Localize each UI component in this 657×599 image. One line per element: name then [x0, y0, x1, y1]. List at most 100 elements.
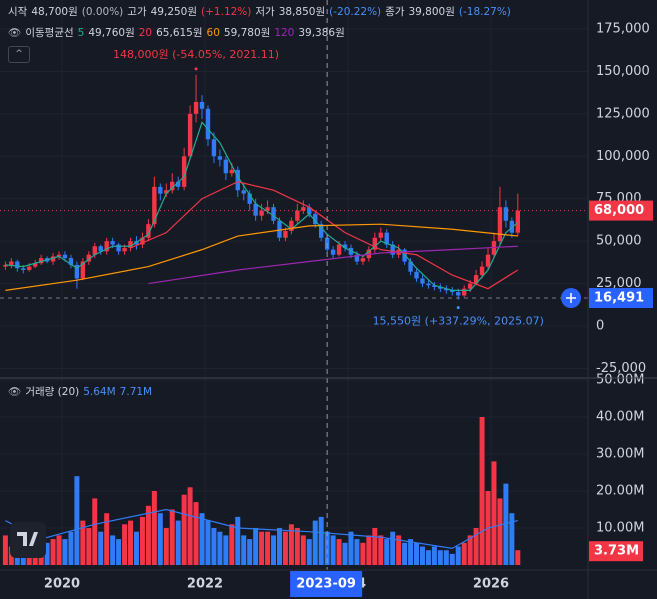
- volume-bar: [163, 528, 169, 565]
- candle-body: [56, 254, 62, 257]
- volume-bar: [288, 524, 294, 565]
- candle-body: [378, 232, 383, 238]
- ma-legend: 👁 이동평균선 5 49,760원 20 65,615원 60 59,780원 120 39,…: [8, 25, 345, 40]
- volume-bar: [187, 487, 193, 565]
- candle-body: [86, 254, 92, 262]
- x-tick-label: 2026: [473, 577, 509, 592]
- volume-bar: [515, 550, 521, 565]
- candle-body: [330, 249, 336, 255]
- volume-tick-label: 50.00M: [596, 373, 644, 388]
- candle-body: [372, 237, 378, 250]
- volume-bar: [479, 417, 485, 565]
- candle-body: [32, 263, 38, 267]
- volume-bar: [50, 539, 56, 565]
- candle-body: [336, 244, 342, 255]
- candle-body: [456, 292, 461, 296]
- candle-body: [289, 220, 294, 231]
- volume-bar: [509, 513, 515, 565]
- candle-body: [265, 207, 270, 211]
- volume-bar: [223, 535, 229, 565]
- candle-body: [140, 237, 145, 245]
- candle-body: [205, 108, 211, 140]
- volume-bar: [497, 498, 503, 565]
- candle-body: [3, 264, 8, 267]
- volume-bar: [461, 542, 467, 565]
- candle-body: [485, 254, 491, 267]
- y-tick-label: 100,000: [596, 149, 650, 164]
- volume-bar: [354, 539, 360, 565]
- volume-bar: [157, 513, 163, 565]
- logo: [10, 522, 46, 558]
- ohlc-header: 시작 48,700원 (0.00%) 고가 49,250원 (+1.12%) 저가 38,85…: [8, 4, 511, 19]
- candle-body: [235, 169, 240, 191]
- volume-bar: [378, 535, 384, 565]
- volume-bar: [104, 513, 110, 565]
- last-price-label: 68,000: [594, 203, 644, 218]
- header-value: 39,800원: [408, 6, 455, 18]
- candle-body: [473, 275, 479, 284]
- marker-price-label: 16,491: [594, 291, 644, 306]
- header-value: 48,700원: [31, 6, 78, 18]
- candle-body: [27, 266, 32, 270]
- volume-bar: [145, 505, 151, 565]
- volume-bar: [139, 516, 145, 565]
- volume-bar: [44, 542, 50, 565]
- ma-line: [5, 223, 518, 291]
- volume-tick-label: 10.00M: [596, 521, 644, 536]
- annotation-label: 148,000원 (-54.05%, 2021.11): [113, 48, 279, 61]
- volume-bar: [74, 476, 80, 565]
- volume-bar: [449, 553, 455, 565]
- last-volume-label: 3.73M: [594, 544, 639, 559]
- volume-value: 5.64M: [83, 385, 116, 398]
- volume-bar: [229, 524, 235, 565]
- volume-bar: [503, 483, 509, 565]
- y-tick-label: 150,000: [596, 64, 650, 79]
- ma-line: [130, 181, 519, 290]
- volume-bar: [259, 531, 265, 565]
- ma-name: 5: [77, 26, 85, 39]
- candle-body: [301, 207, 306, 211]
- volume-bar: [86, 528, 92, 565]
- header-change: (0.00%): [81, 5, 124, 18]
- candle-body: [354, 254, 360, 262]
- last-volume-box: [589, 541, 643, 562]
- header-change: (+1.12%): [201, 5, 252, 18]
- volume-bar: [205, 520, 211, 565]
- eye-icon[interactable]: 👁: [8, 27, 22, 39]
- volume-bar: [425, 550, 431, 565]
- volume-value: 7.71M: [119, 385, 153, 398]
- volume-bar: [181, 494, 187, 565]
- collapse-button[interactable]: ^: [8, 46, 30, 63]
- y-tick-label: 175,000: [596, 22, 650, 37]
- volume-bar: [62, 539, 68, 565]
- volume-bar: [110, 535, 116, 565]
- candle-body: [98, 246, 103, 252]
- y-tick-label: -25,000: [596, 361, 646, 376]
- volume-bar: [396, 535, 402, 565]
- candle-body: [122, 247, 127, 252]
- candle-body: [497, 207, 503, 242]
- volume-bar: [122, 524, 128, 565]
- candle-body: [187, 113, 193, 157]
- volume-bar: [133, 531, 139, 565]
- volume-bar: [390, 531, 396, 565]
- eye-icon[interactable]: 👁: [8, 386, 22, 398]
- volume-bar: [175, 520, 181, 565]
- candle-body: [217, 156, 223, 160]
- candle-body: [170, 181, 175, 191]
- candle-body: [223, 159, 229, 174]
- volume-bar: [455, 546, 461, 565]
- volume-ma-line: [5, 508, 518, 549]
- volume-bar: [342, 542, 348, 565]
- candle-body: [479, 266, 485, 276]
- candle-body: [390, 244, 395, 255]
- candle-body: [158, 186, 163, 194]
- candle-body: [181, 156, 187, 187]
- candle-body: [128, 241, 133, 248]
- header-label: 고가: [127, 6, 147, 18]
- marker-price-box: [589, 288, 653, 309]
- candle-body: [259, 210, 264, 216]
- volume-bar: [199, 513, 205, 565]
